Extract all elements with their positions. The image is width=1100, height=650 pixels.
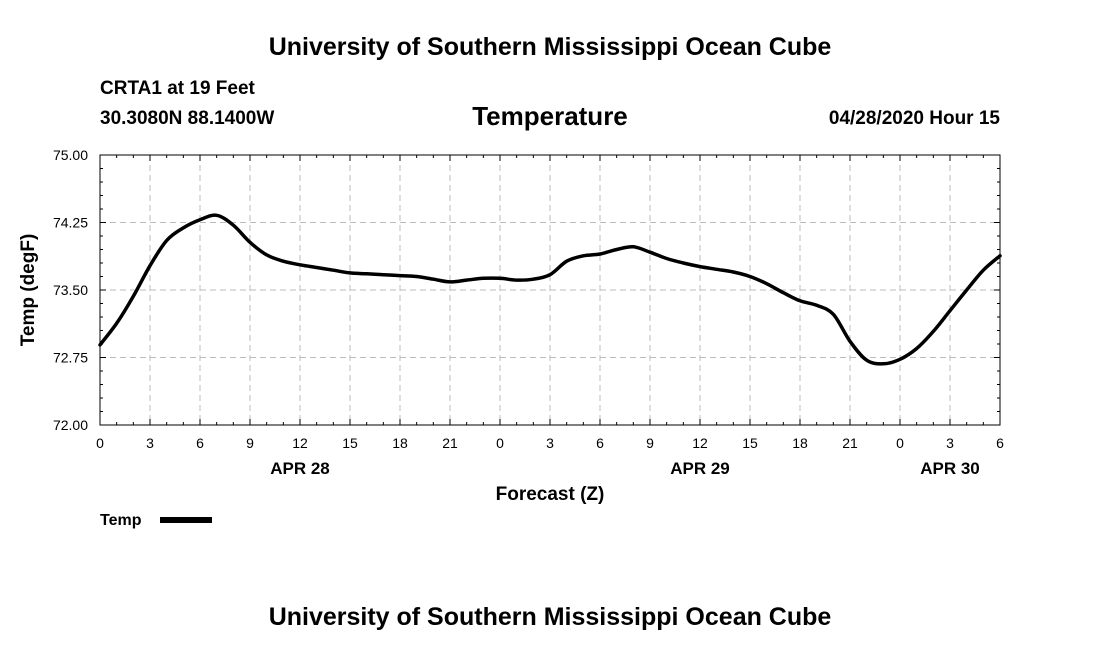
x-tick-label: 12 <box>292 435 308 451</box>
x-tick-label: 3 <box>946 435 954 451</box>
x-tick-label: 3 <box>546 435 554 451</box>
day-label: APR 30 <box>920 459 980 478</box>
series-layer <box>98 213 1002 366</box>
x-tick-label: 6 <box>196 435 204 451</box>
x-tick-labels: 0 3 6 9 12 15 18 21 0 3 6 9 12 15 18 21 0 3 6 <box>96 435 1004 451</box>
y-tick-label: 72.00 <box>53 417 88 433</box>
temp-series-line <box>98 213 1002 366</box>
y-tick-label: 72.75 <box>53 350 88 366</box>
x-tick-label: 6 <box>996 435 1004 451</box>
legend: Temp <box>100 512 212 529</box>
x-tick-label: 21 <box>842 435 858 451</box>
day-label: APR 29 <box>670 459 730 478</box>
station-coords: 30.3080N 88.1400W <box>100 108 274 129</box>
y-tick-label: 73.50 <box>53 282 88 298</box>
y-tick-label: 75.00 <box>53 147 88 163</box>
x-tick-label: 12 <box>692 435 708 451</box>
x-tick-label: 0 <box>96 435 104 451</box>
footer-org-title: University of Southern Mississippi Ocean… <box>269 603 832 631</box>
y-tick-label: 74.25 <box>53 215 88 231</box>
x-axis-label: Forecast (Z) <box>496 484 605 505</box>
x-tick-label: 18 <box>792 435 808 451</box>
day-label: APR 28 <box>270 459 330 478</box>
x-tick-label: 3 <box>146 435 154 451</box>
x-tick-label: 18 <box>392 435 408 451</box>
forecast-datetime: 04/28/2020 Hour 15 <box>829 108 1001 129</box>
axis-ticks <box>99 154 1001 426</box>
station-name: CRTA1 at 19 Feet <box>100 78 256 99</box>
x-tick-label: 9 <box>646 435 654 451</box>
org-title: University of Southern Mississippi Ocean… <box>269 33 832 61</box>
grid-lines <box>100 155 1000 425</box>
x-tick-label: 15 <box>342 435 358 451</box>
y-axis-label: Temp (degF) <box>18 234 39 347</box>
legend-label: Temp <box>100 512 142 529</box>
x-tick-label: 21 <box>442 435 458 451</box>
day-labels: APR 28 APR 29 APR 30 <box>270 459 980 478</box>
x-tick-label: 9 <box>246 435 254 451</box>
x-tick-label: 6 <box>596 435 604 451</box>
y-tick-labels: 72.00 72.75 73.50 74.25 75.00 <box>53 147 88 433</box>
x-tick-label: 15 <box>742 435 758 451</box>
chart-title: Temperature <box>472 101 628 131</box>
x-tick-label: 0 <box>896 435 904 451</box>
x-tick-label: 0 <box>496 435 504 451</box>
